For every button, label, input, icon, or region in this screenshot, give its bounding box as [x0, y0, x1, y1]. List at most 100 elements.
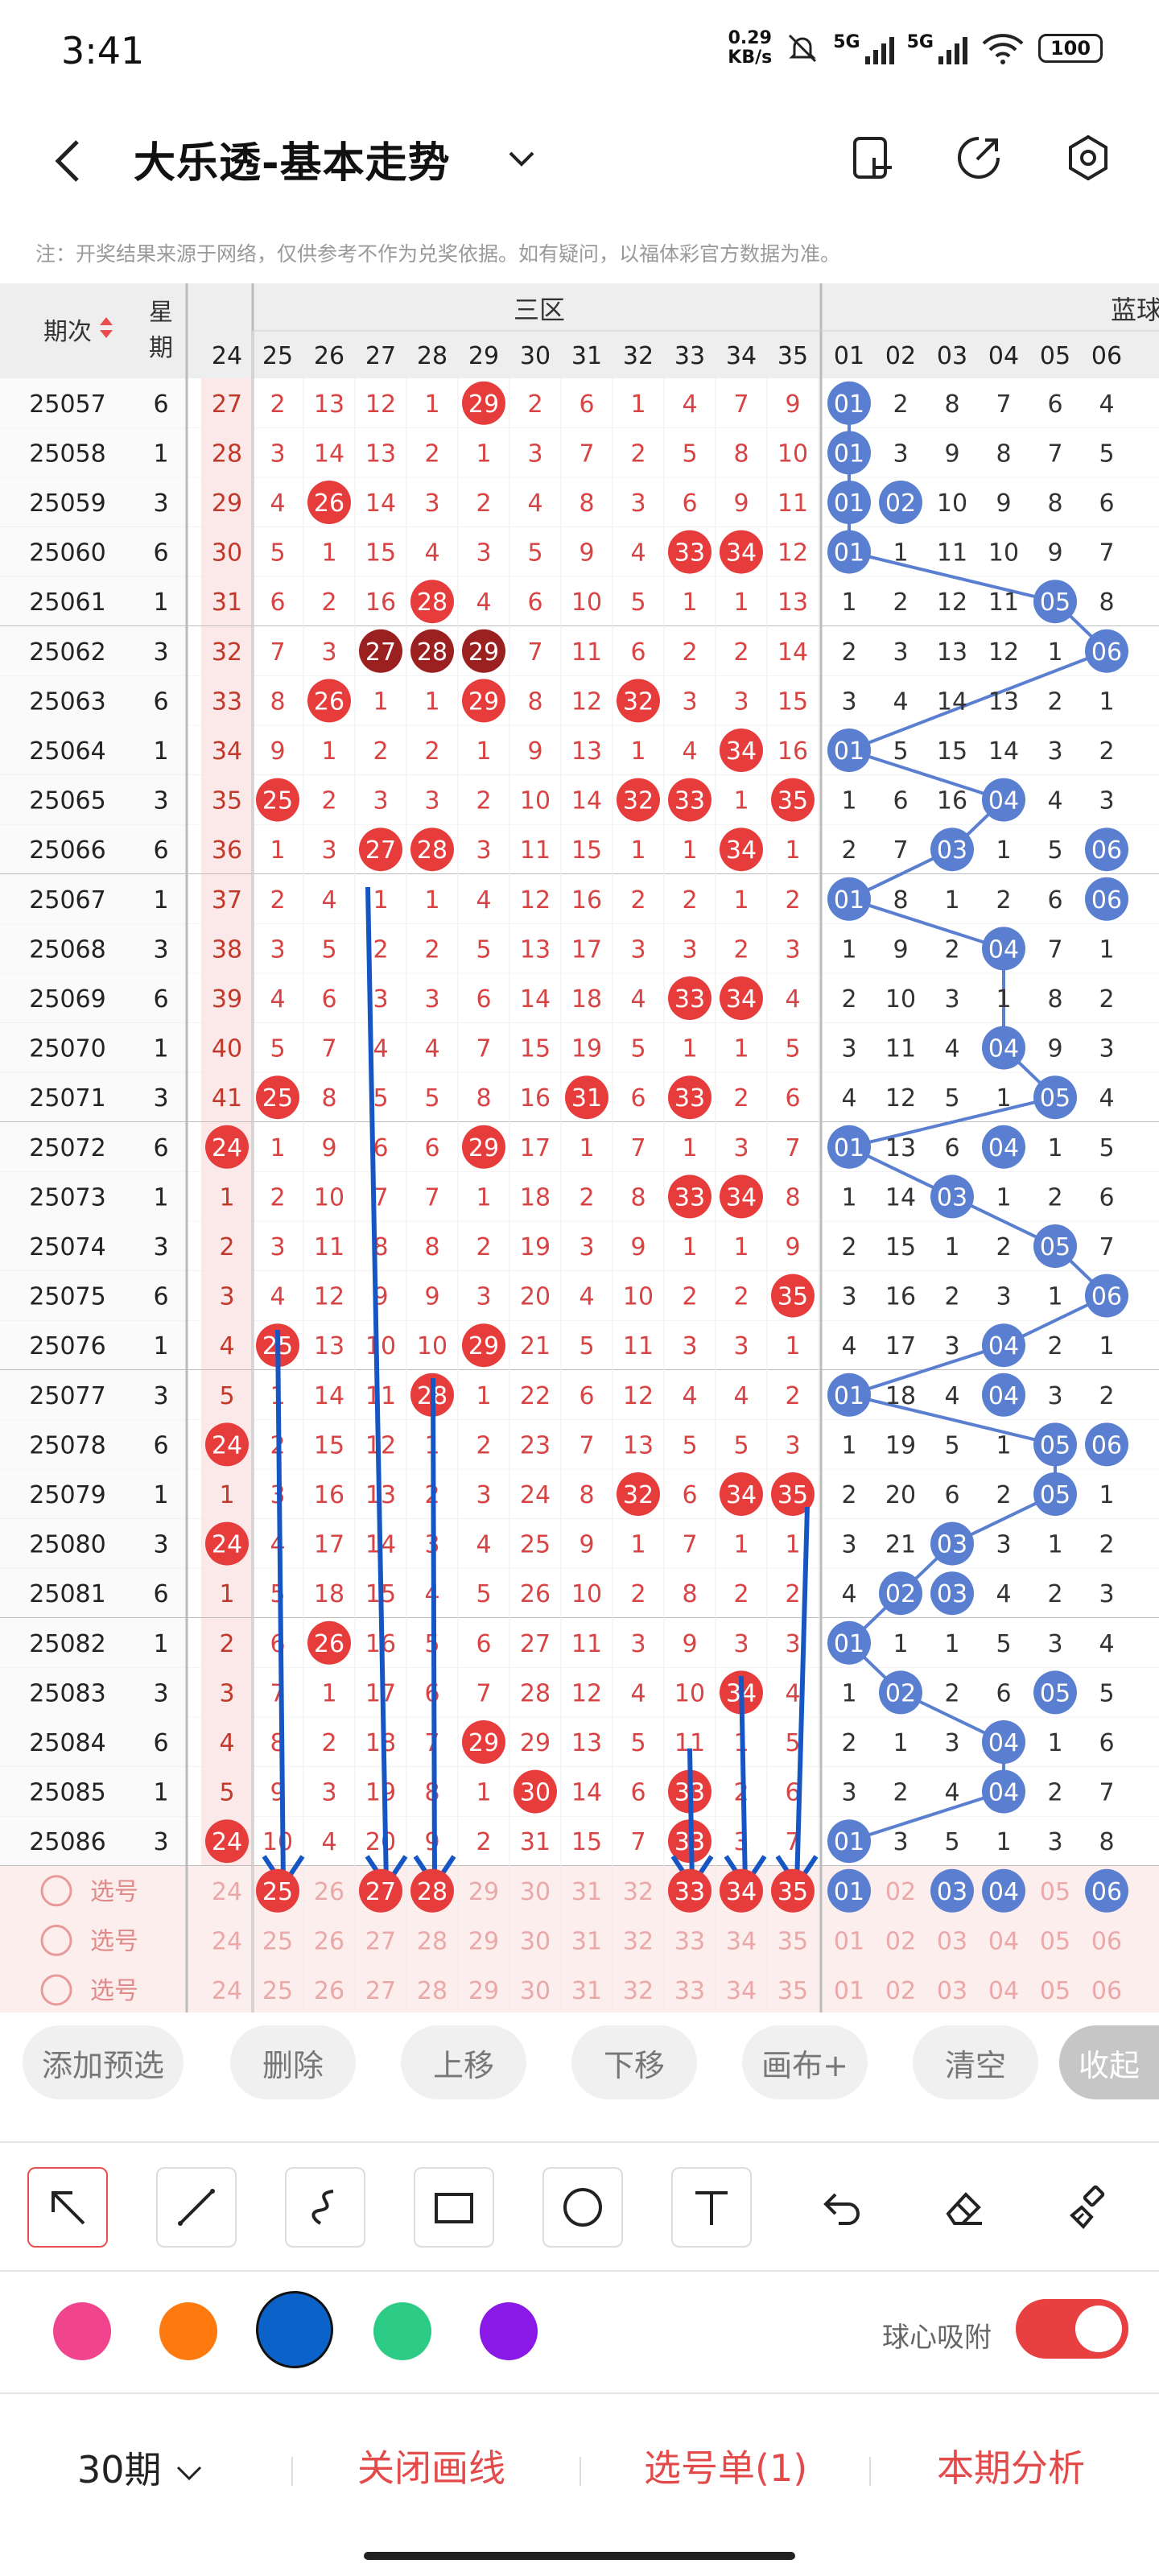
color-swatch-purple[interactable] [480, 2302, 538, 2360]
page-title[interactable]: 大乐透-基本走势 [134, 139, 451, 188]
miss-count: 8 [579, 489, 594, 518]
picked-red-ball [720, 1868, 763, 1913]
home-indicator[interactable] [364, 2552, 795, 2560]
blue-ball-number: 01 [834, 1382, 864, 1410]
miss-count: 2 [219, 1233, 234, 1261]
blue-miss-count: 3 [1047, 1382, 1062, 1410]
miss-count: 39 [212, 985, 242, 1013]
blue-miss-count: 1 [893, 1729, 908, 1757]
color-swatch-pink[interactable] [53, 2302, 111, 2360]
pick-number: 30 [520, 1878, 551, 1906]
miss-count: 2 [424, 737, 439, 766]
blue-trend-line [848, 649, 1107, 752]
issue-number: 25060 [29, 539, 105, 568]
red-ball [565, 1075, 608, 1120]
miss-count: 5 [219, 1779, 234, 1807]
rectangle-tool[interactable] [414, 2167, 494, 2248]
undo-tool[interactable] [800, 2167, 881, 2248]
blue-miss-count: 1 [1047, 1134, 1062, 1162]
col-24-bg [201, 973, 253, 1023]
miss-count: 4 [785, 985, 800, 1013]
red-ball-number: 32 [623, 687, 654, 716]
back-arrow-icon[interactable] [48, 137, 89, 185]
share-icon[interactable] [953, 132, 1004, 184]
move-down-button[interactable]: 下移 [571, 2025, 697, 2099]
miss-count: 3 [321, 638, 336, 667]
layout-icon[interactable] [847, 132, 898, 184]
miss-count: 22 [520, 1382, 551, 1410]
miss-count: 14 [777, 638, 808, 667]
miss-count: 17 [571, 935, 602, 964]
row-bg [0, 1270, 1159, 1321]
blue-miss-count: 2 [893, 1779, 908, 1807]
miss-count: 2 [785, 886, 800, 914]
color-swatch-orange[interactable] [159, 2302, 217, 2360]
line-tool[interactable] [156, 2167, 237, 2248]
settings-icon[interactable] [1062, 132, 1114, 184]
text-tool[interactable] [671, 2167, 752, 2248]
front-number-header: 29 [468, 342, 499, 370]
picked-number: 33 [674, 1878, 705, 1906]
miss-count: 6 [424, 1134, 439, 1162]
col-24-bg [201, 526, 253, 577]
analysis-button[interactable]: 本期分析 [937, 2446, 1085, 2490]
miss-count: 2 [476, 489, 491, 518]
circle-icon [563, 2188, 602, 2227]
week-day: 1 [153, 1779, 168, 1807]
col-24-bg [201, 1618, 253, 1668]
curve-tool[interactable] [285, 2167, 365, 2248]
miss-count: 1 [682, 1233, 697, 1261]
miss-count: 1 [476, 1779, 491, 1807]
delete-button[interactable]: 删除 [230, 2025, 356, 2099]
miss-count: 2 [733, 638, 749, 667]
week-day: 1 [153, 737, 168, 766]
miss-count: 3 [373, 787, 388, 815]
row-issue-bg [0, 923, 187, 974]
red-ball [617, 679, 660, 723]
brush-clear-tool[interactable] [1051, 2167, 1132, 2248]
miss-count: 10 [365, 1332, 396, 1360]
miss-count: 3 [373, 985, 388, 1013]
period-selector[interactable]: 30期 [77, 2441, 205, 2494]
miss-count: 2 [373, 935, 388, 964]
miss-count: 8 [579, 1481, 594, 1509]
color-swatch-blue[interactable] [256, 2291, 333, 2368]
add-preselect-button[interactable]: 添加预选 [23, 2025, 184, 2099]
miss-count: 2 [476, 1828, 491, 1856]
row-issue-bg [0, 1221, 187, 1271]
col-24-bg [201, 1469, 253, 1519]
circle-tool[interactable] [542, 2167, 623, 2248]
blue-miss-count: 1 [1047, 1283, 1062, 1311]
issue-number: 25070 [29, 1035, 105, 1063]
signal-icon: 5G [833, 32, 894, 64]
select-arrow-tool[interactable] [27, 2167, 108, 2248]
miss-count: 1 [579, 1134, 594, 1162]
row-issue-bg [0, 1717, 187, 1767]
chevron-down-icon[interactable] [505, 143, 538, 175]
pick-number: 27 [365, 1927, 396, 1955]
collapse-button[interactable]: 收起 [1059, 2025, 1159, 2099]
blue-trend-line [848, 1344, 1004, 1397]
red-ball-number: 24 [212, 1828, 242, 1856]
line-icon [178, 2189, 215, 2226]
close-line-button[interactable]: 关闭画线 [357, 2446, 505, 2490]
miss-count: 12 [777, 539, 808, 568]
blue-miss-count: 2 [1047, 1183, 1062, 1212]
color-swatch-green[interactable] [373, 2302, 431, 2360]
canvas-plus-button[interactable]: 画布+ [742, 2025, 868, 2099]
blue-miss-count: 1 [1047, 1531, 1062, 1559]
blue-ball-number: 06 [1091, 638, 1122, 667]
pick-list-button[interactable]: 选号单(1) [644, 2446, 808, 2490]
col-24-bg [201, 1022, 253, 1073]
blue-miss-count: 15 [885, 1233, 916, 1261]
trend-chart[interactable]: 期次星期三区 蓝球 24 25 26 27 28 29 30 31 32 33 34 35 01 02 03 04… [0, 283, 1159, 2013]
miss-count: 15 [314, 1431, 344, 1459]
row-issue-bg [0, 626, 187, 676]
eraser-tool[interactable] [924, 2167, 1004, 2248]
miss-count: 1 [682, 836, 697, 865]
blue-miss-count: 1 [893, 539, 908, 568]
issue-number: 25068 [29, 935, 105, 964]
move-up-button[interactable]: 上移 [401, 2025, 526, 2099]
snap-toggle[interactable] [1016, 2299, 1128, 2359]
clear-button[interactable]: 清空 [913, 2025, 1038, 2099]
